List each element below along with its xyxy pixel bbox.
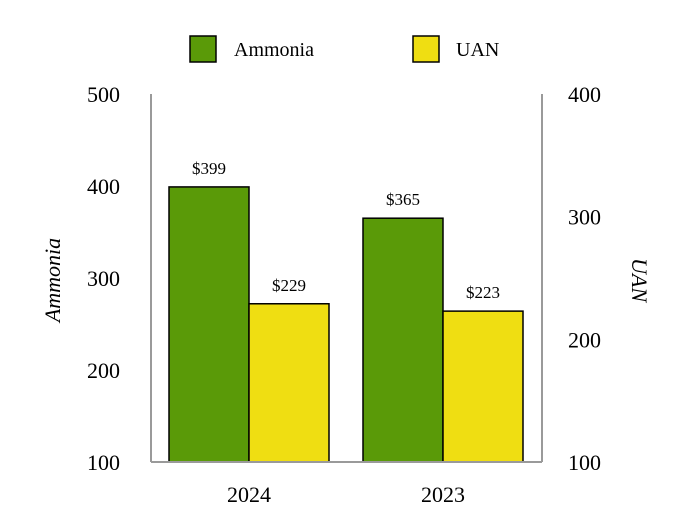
bar-uan-2023 xyxy=(442,310,524,463)
left-axis-ticks: 100 200 300 400 500 xyxy=(87,82,120,475)
bars xyxy=(168,186,524,463)
legend: Ammonia UAN xyxy=(189,35,499,63)
left-tick-label: 400 xyxy=(87,174,120,199)
right-tick-label: 200 xyxy=(568,327,601,352)
right-axis-ticks: 100 200 300 400 xyxy=(568,82,601,475)
legend-swatch-ammonia xyxy=(189,35,217,63)
bar-uan-2024 xyxy=(248,303,330,463)
data-label-ammonia-2023: $365 xyxy=(386,190,420,209)
right-axis-title: UAN xyxy=(627,258,652,303)
data-label-uan-2023: $223 xyxy=(466,283,500,302)
legend-swatch-uan xyxy=(412,35,440,63)
left-tick-label: 100 xyxy=(87,450,120,475)
right-tick-label: 300 xyxy=(568,205,601,230)
x-tick-label: 2024 xyxy=(227,482,271,507)
left-tick-label: 200 xyxy=(87,358,120,383)
legend-label-ammonia: Ammonia xyxy=(234,39,314,61)
x-tick-label: 2023 xyxy=(421,482,465,507)
x-axis-ticks: 2024 2023 xyxy=(227,482,465,507)
left-tick-label: 500 xyxy=(87,82,120,107)
bar-ammonia-2023 xyxy=(362,217,444,463)
right-tick-label: 100 xyxy=(568,450,601,475)
left-tick-label: 300 xyxy=(87,266,120,291)
data-labels: $399 $229 $365 $223 xyxy=(192,159,500,302)
data-label-uan-2024: $229 xyxy=(272,276,306,295)
left-axis-title: Ammonia xyxy=(40,238,65,324)
legend-label-uan: UAN xyxy=(456,39,499,61)
bar-ammonia-2024 xyxy=(168,186,250,463)
data-label-ammonia-2024: $399 xyxy=(192,159,226,178)
right-tick-label: 400 xyxy=(568,82,601,107)
